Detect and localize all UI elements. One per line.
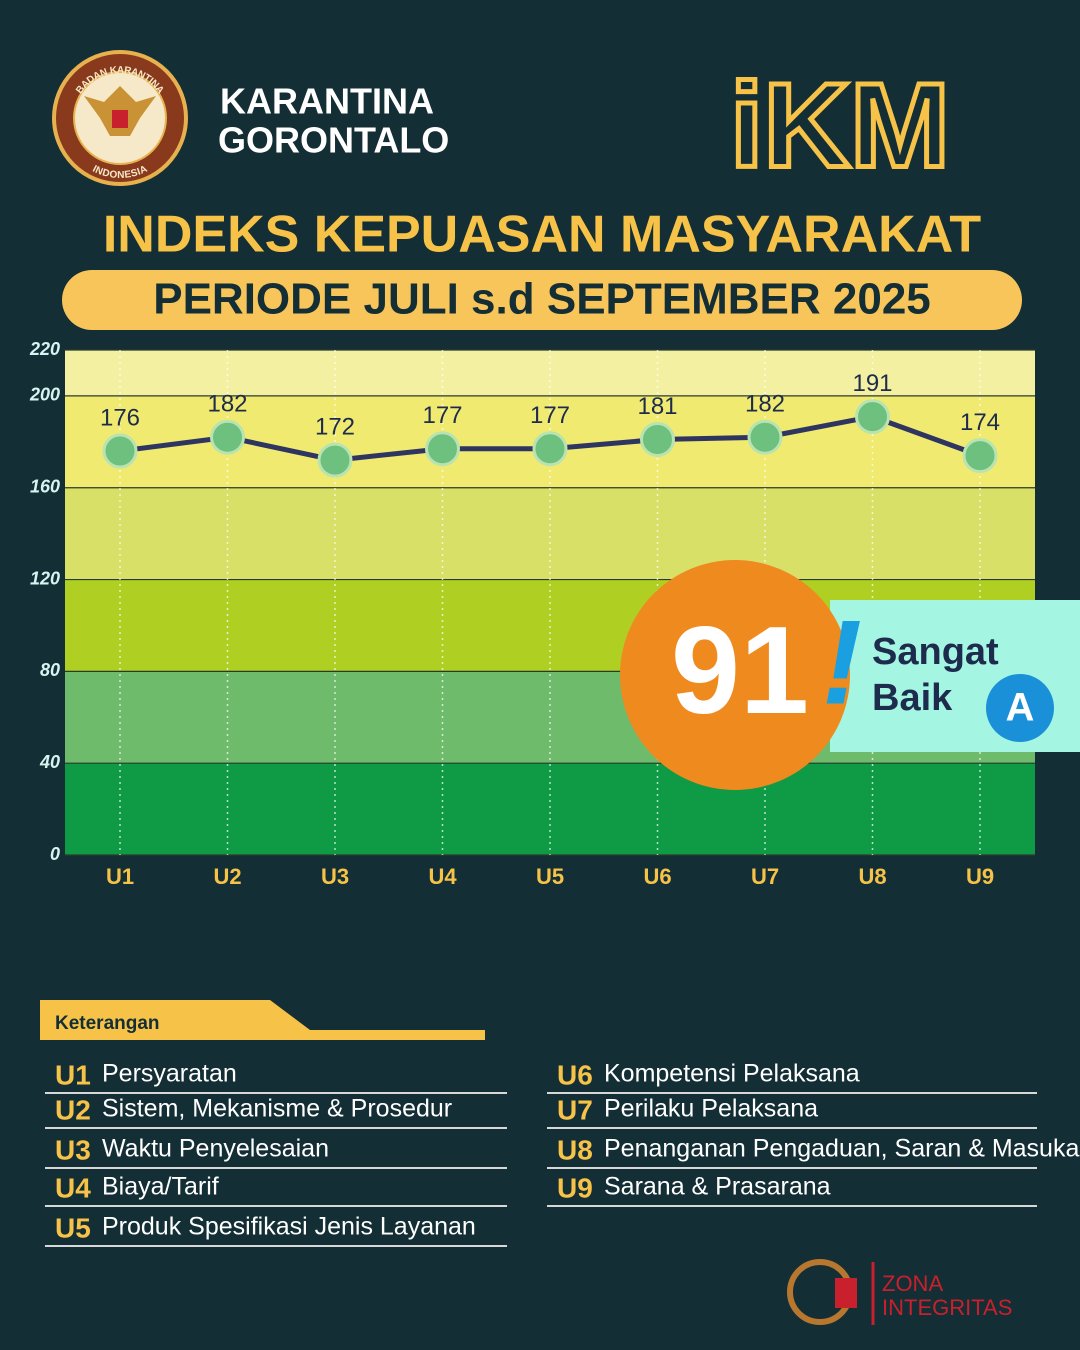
marker	[532, 431, 568, 467]
legend-code: U9	[557, 1172, 593, 1203]
legend-code: U5	[55, 1212, 91, 1243]
legend-label: Sistem, Mekanisme & Prosedur	[102, 1095, 452, 1123]
logo: BADAN KARANTINA INDONESIA	[52, 50, 188, 186]
footer-logo: ZONA INTEGRITAS	[787, 1259, 1012, 1325]
marker	[962, 438, 998, 474]
data-label: 182	[207, 391, 247, 418]
grade: A	[1006, 686, 1035, 730]
legend-title: Keterangan	[55, 1013, 160, 1034]
y-tick-label: 160	[30, 476, 60, 496]
score-circle	[620, 560, 850, 790]
x-tick-label: U9	[966, 864, 994, 889]
marker	[425, 431, 460, 467]
y-tick-label: 120	[30, 568, 60, 588]
legend-code: U7	[557, 1094, 593, 1125]
legend-code: U8	[557, 1134, 593, 1165]
legend-label: Biaya/Tarif	[102, 1173, 219, 1201]
x-tick-label: U4	[428, 864, 457, 889]
legend-label: Kompetensi Pelaksana	[604, 1060, 860, 1088]
data-label: 172	[315, 414, 355, 441]
legend-label: Persyaratan	[102, 1060, 237, 1088]
marker	[317, 442, 353, 478]
legend-label: Waktu Penyelesaian	[102, 1135, 329, 1163]
subtitle-pill	[62, 270, 1022, 330]
y-tick-label: 0	[50, 844, 60, 864]
data-label: 191	[852, 370, 892, 397]
legend-code: U1	[55, 1059, 91, 1090]
legend-label: Penanganan Pengaduan, Saran & Masukan	[604, 1135, 1080, 1163]
y-tick-label: 220	[29, 339, 60, 359]
data-label: 181	[637, 393, 677, 420]
org-name: KARANTINA	[220, 81, 434, 122]
data-label: 177	[530, 402, 570, 429]
x-tick-label: U3	[321, 864, 349, 889]
x-tick-label: U1	[106, 864, 134, 889]
marker	[210, 419, 245, 455]
x-tick-label: U8	[858, 864, 886, 889]
legend-label: Perilaku Pelaksana	[604, 1095, 818, 1123]
legend-tab	[40, 1000, 485, 1040]
logo-text-bottom: INDONESIA	[91, 163, 149, 180]
marker	[747, 419, 783, 455]
title: INDEKS KEPUASAN MASYARAKAT	[103, 206, 982, 264]
subtitle: PERIODE JULI s.d SEPTEMBER 2025	[153, 275, 931, 324]
data-label: 176	[100, 404, 140, 431]
footer-brand: INTEGRITAS	[882, 1295, 1012, 1320]
legend-code: U2	[55, 1094, 91, 1125]
footer-brand: ZONA	[882, 1271, 943, 1296]
x-tick-label: U6	[643, 864, 671, 889]
org-name: GORONTALO	[218, 120, 449, 161]
data-label: 177	[422, 402, 462, 429]
rating: Baik	[872, 677, 953, 719]
footer-emblem	[835, 1278, 857, 1308]
x-tick-label: U7	[751, 864, 779, 889]
legend-code: U4	[55, 1172, 91, 1203]
legend-label: Sarana & Prasarana	[604, 1173, 831, 1201]
logo-text: INDONESIA	[91, 163, 149, 180]
legend: U1 Persyaratan U2 Sistem, Mekanisme & Prose…	[45, 1059, 1080, 1247]
x-tick-label: U5	[536, 864, 564, 889]
x-tick-label: U2	[213, 864, 241, 889]
logo-shield	[112, 110, 128, 128]
y-tick-label: 200	[29, 385, 60, 405]
data-label: 174	[960, 409, 1000, 436]
rating: Sangat	[872, 631, 999, 673]
marker	[855, 399, 890, 435]
data-label: 182	[745, 391, 785, 418]
marker	[640, 422, 675, 458]
y-tick-label: 40	[39, 752, 60, 772]
legend-code: U3	[55, 1134, 91, 1165]
band	[65, 487, 1035, 580]
brand-logo: iKM	[730, 59, 950, 193]
marker	[102, 433, 138, 469]
y-tick-label: 80	[40, 660, 60, 680]
grade-circle	[986, 674, 1054, 742]
legend-code: U6	[557, 1059, 593, 1090]
band	[65, 763, 1035, 855]
score-mark: !	[822, 596, 862, 730]
legend-label: Produk Spesifikasi Jenis Layanan	[102, 1213, 476, 1241]
score-badge: 91 ! Sangat Baik A	[620, 560, 1080, 790]
score-value: 91	[671, 602, 809, 740]
